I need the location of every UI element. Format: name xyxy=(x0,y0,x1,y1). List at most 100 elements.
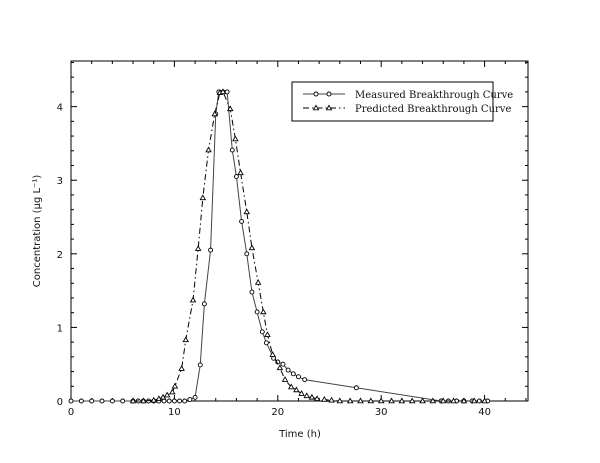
circle-marker-icon xyxy=(192,394,198,400)
triangle-marker-icon xyxy=(254,279,262,285)
triangle-marker-icon xyxy=(243,208,251,215)
triangle-marker-icon xyxy=(460,397,468,404)
triangle-marker-icon xyxy=(269,351,276,357)
circle-marker-icon xyxy=(99,398,105,404)
triangle-marker-icon xyxy=(398,397,406,404)
y-tick-label: 1 xyxy=(57,323,63,334)
circle-marker-icon xyxy=(254,309,260,315)
triangle-marker-icon xyxy=(194,245,202,251)
circle-marker-icon xyxy=(229,147,235,153)
y-axis-title: Concentration (μg L⁻¹) xyxy=(32,175,43,288)
triangle-marker-icon xyxy=(219,88,227,95)
circle-marker-icon xyxy=(224,89,230,95)
circle-marker-icon xyxy=(296,374,301,380)
circle-marker-icon xyxy=(177,398,183,404)
series-line xyxy=(71,91,488,402)
legend-measured-symbol xyxy=(303,91,345,97)
circle-marker-icon xyxy=(280,361,286,367)
triangle-marker-icon xyxy=(140,397,147,404)
circle-marker-icon xyxy=(171,398,177,404)
circle-marker-icon xyxy=(285,367,291,373)
x-tick-label: 10 xyxy=(168,407,181,418)
circle-marker-icon xyxy=(290,371,296,377)
y-tick-label: 3 xyxy=(57,176,63,187)
series-measured xyxy=(68,89,491,404)
circle-marker-icon xyxy=(197,362,203,368)
triangle-marker-icon xyxy=(189,296,197,303)
triangle-marker-icon xyxy=(237,169,244,176)
legend-measured-label: Measured Breakthrough Curve xyxy=(355,90,513,101)
triangle-marker-icon xyxy=(232,135,239,142)
triangle-marker-icon xyxy=(470,397,478,404)
y-tick-label: 4 xyxy=(57,103,63,114)
triangle-marker-icon xyxy=(150,396,157,403)
triangle-marker-icon xyxy=(199,194,207,201)
triangle-marker-icon xyxy=(325,104,333,111)
x-tick-label: 0 xyxy=(68,407,74,418)
circle-marker-icon xyxy=(187,397,193,402)
circle-marker-icon xyxy=(109,398,115,404)
circle-marker-icon xyxy=(208,247,214,253)
circle-marker-icon xyxy=(302,377,308,383)
circle-marker-icon xyxy=(249,289,255,295)
triangle-marker-icon xyxy=(169,388,176,395)
triangle-marker-icon xyxy=(357,397,364,404)
triangle-marker-icon xyxy=(377,397,385,404)
x-axis-title: Time (h) xyxy=(278,429,321,440)
legend: Measured Breakthrough Curve Predicted Br… xyxy=(291,81,513,122)
legend-predicted-symbol xyxy=(303,104,345,111)
triangle-marker-icon xyxy=(439,397,447,404)
circle-marker-icon xyxy=(166,398,172,404)
circle-marker-icon xyxy=(353,385,359,391)
triangle-marker-icon xyxy=(450,397,457,404)
circle-marker-icon xyxy=(233,174,239,179)
y-tick-label: 0 xyxy=(57,397,63,408)
circle-marker-icon xyxy=(161,398,167,404)
legend-predicted-label: Predicted Breakthrough Curve xyxy=(355,104,511,115)
triangle-marker-icon xyxy=(346,397,354,404)
y-tick-label: 2 xyxy=(57,250,63,261)
circle-marker-icon xyxy=(89,398,95,404)
triangle-marker-icon xyxy=(287,383,295,390)
triangle-marker-icon xyxy=(293,386,300,393)
series-layer xyxy=(68,88,491,404)
triangle-marker-icon xyxy=(178,365,185,371)
triangle-marker-icon xyxy=(281,376,289,382)
triangle-marker-icon xyxy=(129,397,137,404)
triangle-marker-icon xyxy=(211,110,218,117)
x-tick-label: 30 xyxy=(375,407,388,418)
circle-marker-icon xyxy=(239,218,245,224)
y-tick-labels: 0 1 2 3 4 xyxy=(57,103,63,408)
triangle-marker-icon xyxy=(163,391,171,398)
series-predicted xyxy=(129,88,488,404)
circle-marker-icon xyxy=(201,301,207,307)
series-line xyxy=(133,91,485,402)
triangle-marker-icon xyxy=(248,244,256,251)
circle-marker-icon xyxy=(326,91,332,97)
legend-box xyxy=(291,81,494,122)
circle-marker-icon xyxy=(78,398,84,404)
circle-marker-icon xyxy=(259,329,265,335)
triangle-marker-icon xyxy=(182,336,190,343)
triangle-marker-icon xyxy=(205,146,212,153)
circle-marker-icon xyxy=(68,398,74,404)
triangle-marker-icon xyxy=(171,382,179,389)
x-tick-label: 20 xyxy=(271,407,284,418)
circle-marker-icon xyxy=(313,91,319,97)
triangle-marker-icon xyxy=(313,395,321,402)
circle-marker-icon xyxy=(263,340,269,346)
triangle-marker-icon xyxy=(303,392,311,399)
triangle-marker-icon xyxy=(408,397,416,404)
triangle-marker-icon xyxy=(312,104,320,111)
triangle-marker-icon xyxy=(388,397,395,404)
circle-marker-icon xyxy=(182,398,188,404)
triangle-marker-icon xyxy=(226,105,234,112)
triangle-marker-icon xyxy=(264,331,271,338)
triangle-marker-icon xyxy=(308,393,316,400)
triangle-marker-icon xyxy=(429,397,437,404)
triangle-marker-icon xyxy=(419,397,426,404)
triangle-marker-icon xyxy=(276,364,284,371)
triangle-marker-icon xyxy=(260,308,267,315)
triangle-marker-icon xyxy=(481,397,488,404)
